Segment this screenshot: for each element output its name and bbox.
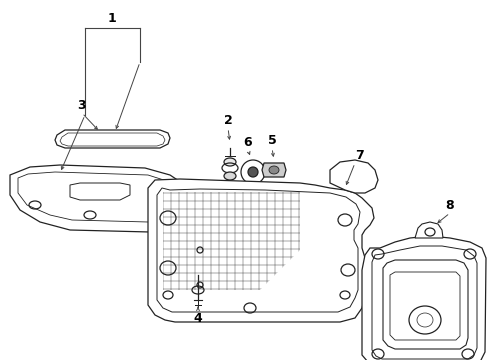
- Polygon shape: [148, 179, 379, 322]
- Polygon shape: [70, 183, 130, 200]
- Text: 2: 2: [223, 113, 232, 126]
- Polygon shape: [414, 222, 442, 238]
- Text: 1: 1: [107, 12, 116, 24]
- Text: 4: 4: [193, 311, 202, 324]
- Text: 5: 5: [267, 134, 276, 147]
- Polygon shape: [10, 165, 190, 232]
- Ellipse shape: [224, 158, 236, 166]
- Text: 8: 8: [445, 198, 453, 212]
- Polygon shape: [55, 130, 170, 148]
- Ellipse shape: [247, 167, 258, 177]
- Ellipse shape: [224, 172, 236, 180]
- Text: 7: 7: [355, 149, 364, 162]
- Polygon shape: [361, 236, 485, 360]
- Polygon shape: [183, 190, 200, 206]
- Ellipse shape: [268, 166, 279, 174]
- Text: 6: 6: [243, 135, 252, 149]
- Polygon shape: [329, 160, 377, 193]
- Polygon shape: [262, 163, 285, 177]
- Ellipse shape: [241, 160, 264, 184]
- Text: 3: 3: [78, 99, 86, 112]
